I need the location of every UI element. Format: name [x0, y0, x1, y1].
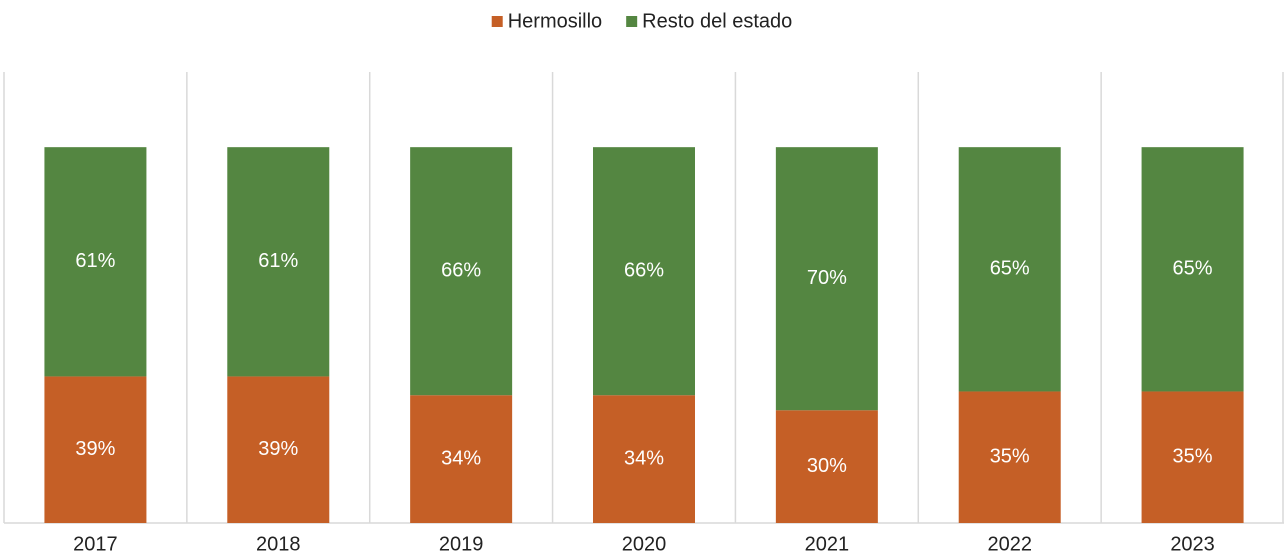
bar-segment [410, 395, 513, 523]
bar-segment [227, 147, 330, 377]
data-label: 65% [1173, 258, 1213, 280]
data-label: 35% [1173, 446, 1213, 468]
data-label: 61% [258, 250, 298, 272]
data-label: 39% [75, 438, 115, 460]
bar-segment [410, 147, 513, 396]
bar-segment [593, 147, 695, 396]
bar-segment [593, 395, 695, 523]
bar-segment [227, 376, 330, 523]
x-tick-label: 2018 [256, 533, 301, 553]
data-label: 39% [258, 438, 298, 460]
x-tick-label: 2022 [987, 533, 1032, 553]
data-label: 65% [990, 258, 1030, 280]
data-label: 66% [441, 259, 481, 281]
legend-swatch [626, 16, 638, 27]
legend-label: Resto del estado [642, 10, 792, 32]
x-tick-label: 2017 [73, 533, 118, 553]
bar-segment [775, 147, 878, 411]
bar-segment [1141, 391, 1244, 523]
bar-segment [775, 410, 878, 523]
bar-segment [44, 147, 147, 377]
legend-label: Hermosillo [508, 10, 602, 32]
bar-segment [958, 147, 1061, 392]
bar-segment [44, 376, 147, 523]
data-label: 66% [624, 259, 664, 281]
data-label: 30% [807, 455, 847, 477]
x-tick-label: 2023 [1170, 533, 1215, 553]
data-label: 70% [807, 267, 847, 289]
data-label: 35% [990, 446, 1030, 468]
bar-segment [1141, 147, 1244, 392]
data-label: 34% [624, 447, 664, 469]
legend-swatch [491, 16, 503, 27]
x-tick-label: 2021 [805, 533, 850, 553]
bar-segment [958, 391, 1061, 523]
x-tick-label: 2020 [622, 533, 667, 553]
legend: Hermosillo Resto del estado [491, 10, 792, 32]
x-tick-label: 2019 [439, 533, 484, 553]
data-label: 61% [75, 250, 115, 272]
data-label: 34% [441, 447, 481, 469]
